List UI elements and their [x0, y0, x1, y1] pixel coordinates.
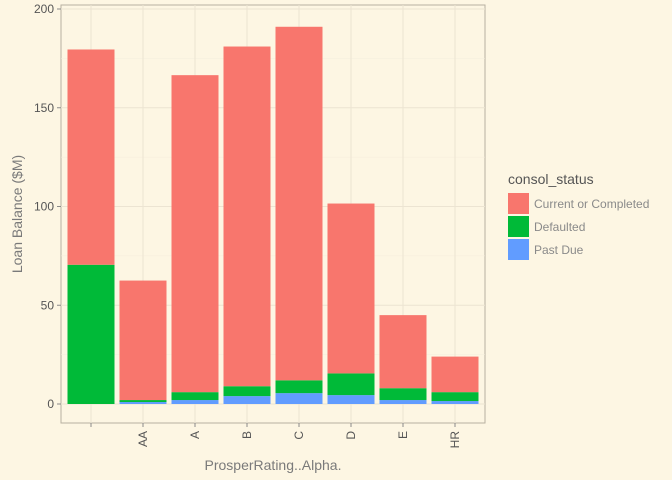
- y-tick-label: 0: [47, 397, 54, 411]
- x-axis-title: ProsperRating..Alpha.: [205, 457, 342, 473]
- legend-label: Defaulted: [534, 220, 585, 234]
- bar-current-or-completed-aa: [119, 280, 167, 401]
- bar-current-or-completed-a: [171, 75, 219, 393]
- bar-current-or-completed-c: [275, 26, 323, 381]
- bar-defaulted-d: [327, 373, 375, 396]
- bar-current-or-completed-d: [327, 203, 375, 374]
- bar-current-or-completed-na: [67, 49, 115, 265]
- bar-defaulted-c: [275, 380, 323, 394]
- legend-label: Current or Completed: [534, 197, 649, 211]
- bars: [67, 26, 479, 404]
- x-axis: AA A B C D E HR: [90, 423, 462, 449]
- bar-current-or-completed-hr: [431, 356, 479, 393]
- x-tick-label: D: [344, 431, 358, 440]
- y-tick-label: 200: [34, 2, 54, 16]
- x-tick-label: B: [240, 431, 254, 439]
- x-tick-label: A: [188, 431, 202, 439]
- legend-swatch: [508, 216, 529, 237]
- x-tick-label: C: [292, 431, 306, 440]
- y-tick-label: 50: [41, 298, 55, 312]
- bar-defaulted-b: [223, 386, 271, 397]
- bar-past-due-e: [379, 400, 427, 404]
- bar-past-due-a: [171, 400, 219, 404]
- bar-current-or-completed-b: [223, 46, 271, 387]
- x-tick-label: E: [396, 431, 410, 439]
- y-tick-label: 150: [34, 101, 54, 115]
- legend-swatch: [508, 193, 529, 214]
- legend: consol_status Current or Completed Defaul…: [508, 171, 649, 260]
- legend-swatch: [508, 239, 529, 260]
- bar-past-due-b: [223, 396, 271, 404]
- bar-defaulted-na: [67, 264, 115, 404]
- bar-defaulted-aa: [119, 400, 167, 403]
- legend-title: consol_status: [508, 171, 594, 187]
- bar-past-due-d: [327, 395, 375, 404]
- x-tick-label: HR: [448, 431, 462, 449]
- x-tick-label: AA: [136, 431, 150, 447]
- bar-defaulted-a: [171, 392, 219, 401]
- y-tick-label: 100: [34, 200, 54, 214]
- legend-label: Past Due: [534, 243, 584, 257]
- bar-current-or-completed-e: [379, 315, 427, 389]
- y-axis: 0 50 100 150 200: [34, 2, 61, 411]
- bar-past-due-aa: [119, 402, 167, 404]
- bar-defaulted-hr: [431, 392, 479, 402]
- bar-past-due-hr: [431, 401, 479, 404]
- y-axis-title: Loan Balance ($M): [9, 155, 25, 273]
- bar-defaulted-e: [379, 388, 427, 401]
- bar-past-due-c: [275, 393, 323, 404]
